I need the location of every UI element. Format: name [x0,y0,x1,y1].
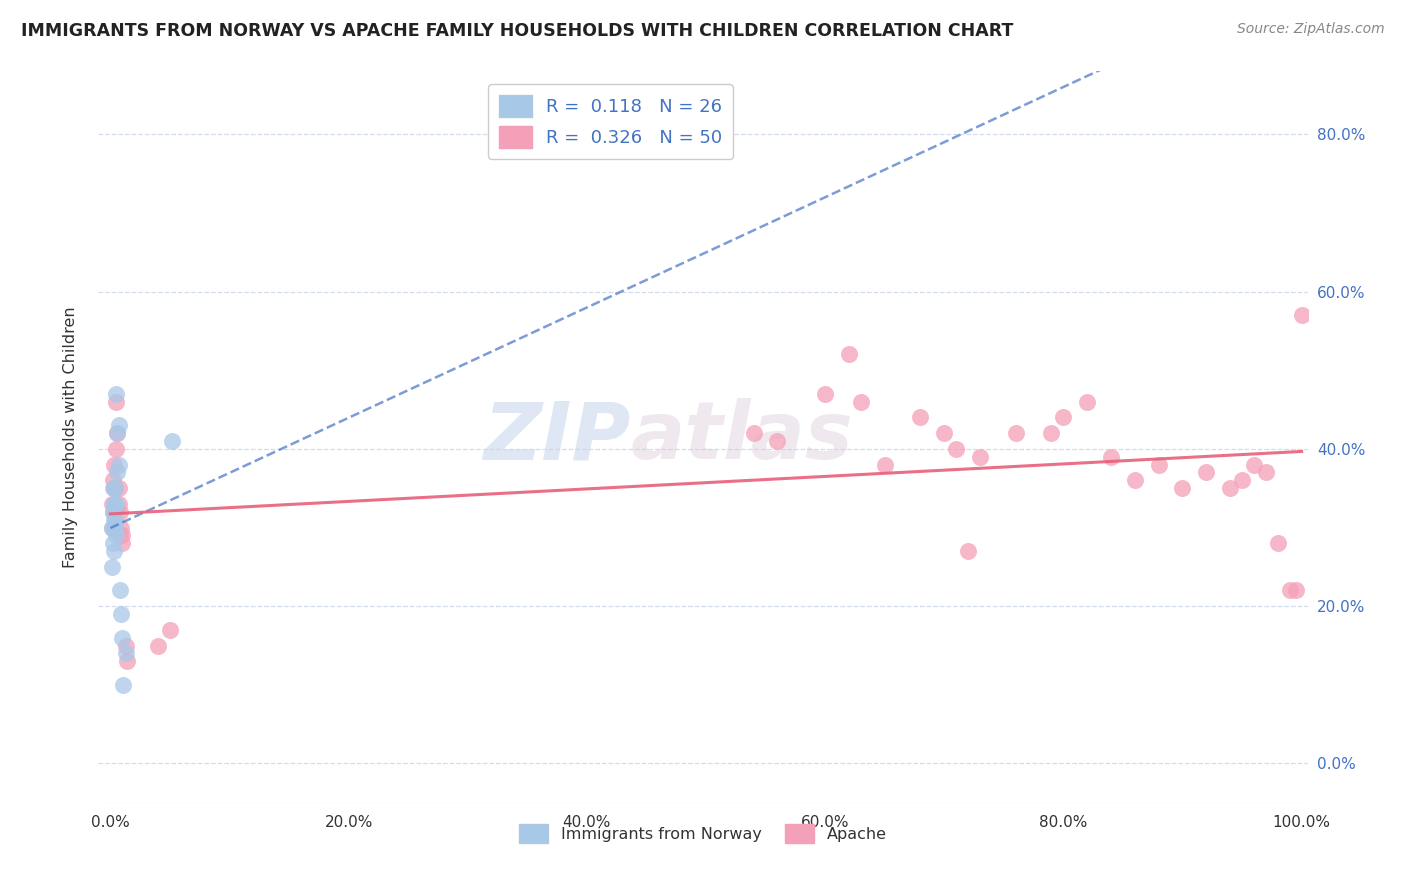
Point [111,528,134,542]
Point [162,434,184,448]
Point [1243,458,1265,472]
Point [111,536,134,550]
Point [105,528,128,542]
Point [101,473,124,487]
Point [873,458,896,472]
Point [100,497,122,511]
Point [105,387,128,401]
Point [838,347,860,361]
Point [1040,426,1063,441]
Point [107,426,129,441]
Point [114,639,136,653]
Text: ZIP: ZIP [484,398,630,476]
Point [105,497,128,511]
Point [101,481,124,495]
Point [1267,536,1289,550]
Point [1254,466,1277,480]
Point [159,623,181,637]
Point [104,497,127,511]
Point [742,426,765,441]
Point [103,497,125,511]
Point [104,481,127,495]
Point [100,520,122,534]
Point [107,426,129,441]
Point [101,536,124,550]
Point [115,654,138,668]
Point [107,466,129,480]
Point [110,607,132,621]
Point [1230,473,1253,487]
Point [1171,481,1194,495]
Point [108,505,131,519]
Point [1123,473,1146,487]
Point [103,544,125,558]
Point [111,631,134,645]
Point [104,505,127,519]
Point [957,544,980,558]
Point [114,646,136,660]
Point [107,497,129,511]
Point [103,513,125,527]
Point [1052,410,1074,425]
Point [849,394,872,409]
Point [1291,308,1313,322]
Point [112,678,135,692]
Point [1004,426,1026,441]
Point [108,528,131,542]
Legend: Immigrants from Norway, Apache: Immigrants from Norway, Apache [513,817,893,850]
Point [107,458,129,472]
Point [105,394,128,409]
Point [104,513,127,527]
Point [1219,481,1241,495]
Text: Source: ZipAtlas.com: Source: ZipAtlas.com [1237,22,1385,37]
Point [100,559,122,574]
Point [104,520,127,534]
Point [1278,583,1301,598]
Point [105,442,128,456]
Y-axis label: Family Households with Children: Family Households with Children [63,306,77,568]
Point [969,450,991,464]
Point [1076,394,1098,409]
Point [910,410,932,425]
Point [103,458,125,472]
Point [110,520,132,534]
Point [934,426,956,441]
Point [100,520,122,534]
Point [814,387,837,401]
Point [945,442,967,456]
Point [1147,458,1170,472]
Point [101,505,124,519]
Text: IMMIGRANTS FROM NORWAY VS APACHE FAMILY HOUSEHOLDS WITH CHILDREN CORRELATION CHA: IMMIGRANTS FROM NORWAY VS APACHE FAMILY … [21,22,1014,40]
Point [108,583,131,598]
Point [107,418,129,433]
Point [103,481,125,495]
Point [107,481,129,495]
Point [1099,450,1122,464]
Point [146,639,169,653]
Point [103,520,125,534]
Point [1285,583,1308,598]
Point [1195,466,1218,480]
Point [101,505,124,519]
Text: atlas: atlas [630,398,853,476]
Point [104,481,127,495]
Point [766,434,789,448]
